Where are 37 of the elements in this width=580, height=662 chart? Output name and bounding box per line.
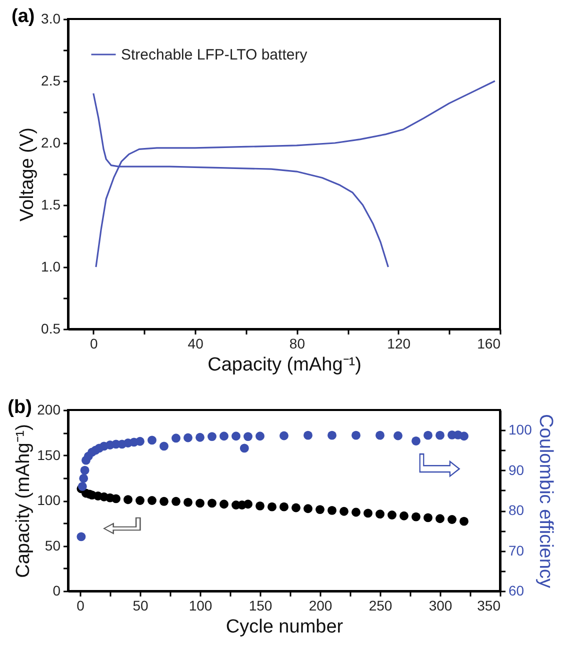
y-tick-label: 50	[44, 537, 61, 554]
y2-axis-title: Coulombic efficiency	[534, 414, 556, 588]
x-tick-label: 200	[308, 598, 332, 614]
legend-label: Strechable LFP-LTO battery	[121, 46, 308, 64]
x-tick-label: 50	[132, 598, 148, 614]
x-tick-label: 160	[477, 336, 501, 352]
y2-tick-label: 100	[508, 422, 532, 438]
y-tick-label: 0	[52, 582, 61, 598]
chart-title: (a)	[12, 6, 35, 27]
y-tick-label: 100	[37, 492, 61, 508]
y-tick-label: 200	[37, 402, 61, 418]
x-tick-label: 250	[368, 598, 392, 614]
y2-tick-label: 90	[508, 462, 524, 478]
y-axis-title: Capacity (mAhg⁻¹)	[13, 424, 34, 578]
y-tick-label: 150	[37, 446, 61, 463]
x-tick-label: 120	[387, 336, 411, 352]
x-tick-label: 100	[188, 598, 212, 614]
x-tick-label: 80	[289, 336, 306, 352]
y-tick-label: 0.5	[41, 320, 61, 336]
y2-tick-label: 60	[508, 582, 524, 598]
x-tick-label: 0	[76, 598, 85, 614]
x-tick-label: 300	[428, 598, 452, 614]
y2-tick-label: 70	[508, 542, 524, 558]
y-tick-label: 1.5	[41, 196, 61, 212]
y-tick-label: 2.5	[41, 72, 61, 88]
y-tick-label: 1.0	[41, 258, 61, 274]
y2-tick-label: 80	[508, 502, 524, 518]
x-tick-label: 350	[477, 598, 501, 614]
y-tick-label: 2.0	[41, 134, 61, 150]
x-axis-title: Cycle number	[226, 616, 344, 638]
chart-title: (b)	[8, 397, 32, 418]
y-tick-label: 3.0	[41, 10, 61, 26]
x-axis-title: Capacity (mAhg⁻¹)	[208, 354, 362, 376]
y-axis-title: Voltage (V)	[17, 128, 38, 222]
x-tick-label: 150	[248, 598, 272, 614]
x-tick-label: 40	[188, 336, 204, 352]
x-tick-label: 0	[90, 336, 98, 352]
